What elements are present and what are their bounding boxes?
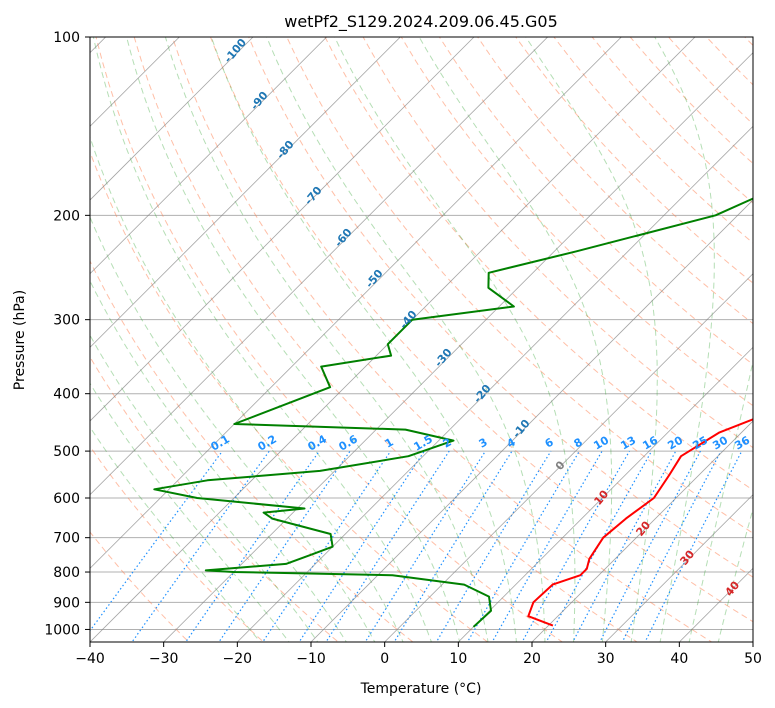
moist-adiabat-line <box>688 358 753 642</box>
isotherm-line <box>90 37 622 569</box>
isotherm-line <box>384 273 753 642</box>
dry-adiabat-line <box>171 37 713 642</box>
dry-adiabat-line <box>90 356 339 642</box>
y-tick-label: 800 <box>53 565 80 581</box>
mixing-ratio-line <box>298 450 425 642</box>
mixing-ratio-line <box>325 450 450 642</box>
y-tick-label: 200 <box>53 208 80 224</box>
x-tick-label: −10 <box>296 651 326 667</box>
x-tick-label: 50 <box>744 651 762 667</box>
x-axis-label: Temperature (°C) <box>360 681 482 697</box>
moist-adiabat-line <box>90 279 347 642</box>
mixing-ratio-line <box>599 450 702 642</box>
isotherm-line <box>457 346 753 642</box>
y-tick-label: 100 <box>53 30 80 46</box>
dry-adiabat-line <box>133 37 638 642</box>
x-tick-label: 30 <box>597 651 615 667</box>
isotherm-line <box>236 125 753 642</box>
moist-adiabat-line <box>266 37 546 642</box>
x-tick-label: −30 <box>149 651 179 667</box>
plot-frame <box>89 36 754 643</box>
x-tick-label: 0 <box>380 651 389 667</box>
mixing-ratio-line <box>262 450 392 642</box>
mixing-ratio-line <box>572 450 677 642</box>
dry-adiabat-line <box>438 37 753 366</box>
dry-adiabat-line <box>90 445 265 642</box>
x-axis-ticks: −40 −30 −20 −10 0 10 20 30 40 50 <box>75 642 762 667</box>
isotherm-line <box>90 37 549 496</box>
isotherm-line <box>310 199 753 642</box>
dry-adiabat-line <box>362 37 753 449</box>
y-tick-label: 500 <box>53 444 80 460</box>
dry-adiabat-line <box>95 37 564 642</box>
moist-adiabat-line <box>90 215 376 642</box>
isotherm-line <box>531 420 753 642</box>
x-tick-label: 20 <box>523 651 541 667</box>
mixing-ratio-line <box>131 450 270 642</box>
isotherm-line <box>163 52 753 642</box>
dry-adiabat-line <box>286 37 753 534</box>
dry-adiabat-line <box>324 37 753 491</box>
mixing-ratio-line <box>466 450 580 642</box>
moist-adiabat-line <box>654 37 715 642</box>
mixing-ratio-line <box>218 450 351 642</box>
moist-adiabats <box>90 37 753 642</box>
mixing-ratio-line <box>364 450 486 642</box>
dry-adiabat-line <box>90 259 414 642</box>
moist-adiabat-line <box>126 37 461 642</box>
x-tick-label: −40 <box>75 651 105 667</box>
moist-adiabat-line <box>717 506 753 642</box>
temperature-profile-line <box>527 418 753 627</box>
moist-adiabat-line <box>90 382 290 642</box>
isotherm-line <box>90 37 254 201</box>
y-tick-label: 700 <box>53 531 80 547</box>
x-tick-label: 10 <box>449 651 467 667</box>
y-tick-label: 600 <box>53 491 80 507</box>
dry-adiabats <box>90 37 753 642</box>
isotherm-line <box>90 37 401 348</box>
isotherm-line <box>90 37 328 275</box>
y-tick-label: 300 <box>53 313 80 329</box>
moist-adiabat-line <box>90 426 261 642</box>
dry-adiabat-line <box>90 150 489 642</box>
moist-adiabat-line <box>164 37 489 642</box>
dry-adiabat-line <box>400 37 753 407</box>
dry-adiabat-line <box>210 37 753 623</box>
chart-title: wetPf2_S129.2024.209.06.45.G05 <box>284 12 558 32</box>
isotherm-line <box>90 37 475 422</box>
moist-adiabat-line <box>90 135 404 642</box>
moist-adiabat-line <box>418 37 613 642</box>
x-tick-label: −20 <box>223 651 253 667</box>
isotherm-line <box>605 494 753 642</box>
moist-adiabat-line <box>90 334 319 642</box>
mixing-ratio-line <box>491 450 603 642</box>
y-tick-label: 400 <box>53 387 80 403</box>
dewpoint-profile-line <box>153 197 753 628</box>
dry-adiabat-line <box>248 37 753 578</box>
moist-adiabat-line <box>210 37 518 642</box>
y-tick-label: 1000 <box>44 622 80 638</box>
y-axis-ticks: 100 200 300 400 500 600 700 800 900 1000 <box>44 30 90 638</box>
mixing-ratio-lines <box>90 450 743 642</box>
mixing-ratio-line <box>435 450 552 642</box>
moist-adiabat-line <box>334 37 576 642</box>
x-tick-label: 40 <box>670 651 688 667</box>
grid-layer <box>90 37 753 630</box>
moist-adiabat-line <box>92 37 432 642</box>
y-tick-label: 900 <box>53 595 80 611</box>
profile-series <box>153 197 753 628</box>
y-axis-label: Pressure (hPa) <box>12 290 28 390</box>
mixing-ratio-line <box>393 450 513 642</box>
